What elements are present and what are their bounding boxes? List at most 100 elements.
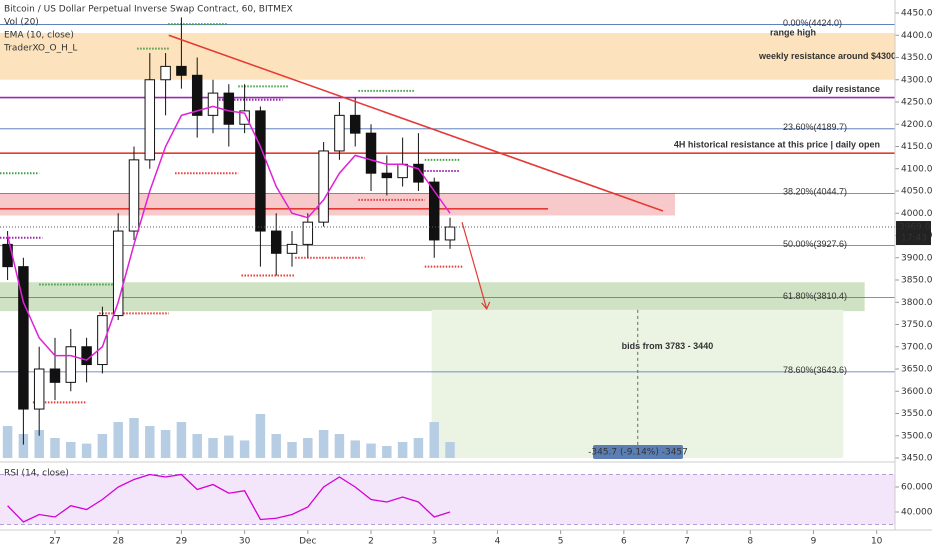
x-tick-label: 3 — [431, 537, 437, 547]
zone — [0, 33, 895, 80]
y-tick-label: 4100.0 — [901, 164, 932, 174]
arrow — [461, 221, 488, 310]
indicator-label: TraderXO_O_H_L — [3, 44, 77, 54]
y-tick-label: 3550.0 — [901, 409, 932, 419]
x-tick-label: 2 — [368, 537, 374, 547]
y-tick-label: 4200.0 — [901, 120, 932, 130]
y-tick-label: 3650.0 — [901, 365, 932, 375]
candle-body — [318, 150, 329, 223]
y-tick-label: 4400.0 — [901, 31, 932, 41]
volume-bar — [192, 434, 202, 458]
volume-bar — [334, 434, 345, 458]
y-tick-label: 4350.0 — [901, 53, 932, 63]
indicator-label: EMA (10, close) — [4, 31, 74, 41]
rsi-line — [7, 473, 451, 523]
fib-label: 50.00%(3927.6) — [783, 239, 847, 249]
y-tick-label: 4250.0 — [901, 98, 932, 108]
zone — [0, 193, 676, 216]
measure-label: -345.7 (-9.14%) -3457 — [588, 448, 688, 458]
candle-body — [365, 132, 377, 174]
x-tick-label: 30 — [239, 537, 251, 547]
volume-bar — [18, 434, 29, 458]
x-tick-label: 8 — [747, 537, 753, 547]
x-tick-label: 6 — [621, 537, 627, 547]
x-tick-label: 4 — [495, 537, 501, 547]
volume-bar — [224, 435, 234, 458]
zone-label: bids from 3783 - 3440 — [622, 341, 714, 351]
indicator-label: Vol (20) — [4, 18, 39, 28]
x-tick-label: 29 — [176, 537, 188, 547]
volume-bar — [318, 430, 329, 458]
candle-body — [223, 92, 235, 125]
volume-bar — [303, 438, 313, 458]
candle-body — [112, 230, 124, 317]
candle-body — [286, 243, 298, 254]
rsi-tick-label: 40.0000 — [901, 508, 932, 518]
x-tick-label: 28 — [112, 537, 124, 547]
volume-bar — [208, 438, 218, 458]
volume-bar — [34, 430, 44, 458]
candle-body — [381, 172, 393, 179]
candle-body — [18, 266, 29, 410]
x-tick-label: 27 — [49, 537, 60, 547]
volume-bar — [129, 418, 139, 458]
volume-bar — [271, 434, 281, 458]
fib-label: 78.60%(3643.6) — [783, 365, 847, 375]
y-tick-label: 3700.0 — [901, 342, 932, 352]
x-tick-label: 7 — [684, 537, 690, 547]
volume-bar — [145, 426, 155, 458]
candle-body — [144, 79, 156, 161]
x-tick-label: 10 — [871, 537, 883, 547]
measure-box — [593, 445, 683, 459]
horizontal-line-label: 4H historical resistance at this price |… — [674, 140, 880, 150]
candle-body — [207, 92, 219, 116]
y-tick-label: 4450.0 — [901, 9, 932, 19]
volume-bar — [160, 430, 171, 458]
y-tick-label: 3800.0 — [901, 298, 932, 308]
volume-bar — [429, 422, 439, 458]
volume-bar — [50, 438, 60, 458]
candle-body — [81, 346, 92, 366]
y-tick-label: 4050.0 — [901, 187, 932, 197]
candle-body — [176, 65, 187, 76]
y-tick-label: 3850.0 — [901, 276, 932, 286]
volume-bar — [350, 440, 360, 458]
x-tick-label: 5 — [558, 537, 564, 547]
y-tick-label: 3450.0 — [901, 454, 932, 464]
volume-bar — [397, 442, 408, 458]
volume-bar — [176, 422, 187, 458]
candle-body — [191, 74, 203, 116]
current-price-label: 3969.0 — [899, 223, 931, 233]
candle-body — [239, 110, 250, 125]
candle-body — [302, 221, 314, 245]
candle-body — [444, 226, 456, 241]
volume-bar — [97, 434, 108, 458]
volume-bar — [445, 442, 455, 458]
y-tick-label: 3600.0 — [901, 387, 932, 397]
fib-label: 23.60%(4189.7) — [783, 122, 847, 132]
x-tick-label: Dec — [299, 537, 316, 547]
zone — [0, 282, 865, 312]
candle-body — [397, 163, 408, 179]
candle-body — [49, 368, 61, 383]
range-high-label: range high — [770, 27, 816, 37]
volume-bar — [2, 426, 13, 458]
candle-body — [65, 346, 77, 383]
fib-label: 61.80%(3810.4) — [783, 291, 847, 301]
y-tick-label: 4150.0 — [901, 142, 932, 152]
volume-bar — [413, 438, 424, 458]
x-tick-label: 9 — [811, 537, 817, 547]
candle-body — [97, 315, 108, 366]
arrow-head — [481, 301, 491, 311]
candle-body — [160, 65, 171, 81]
volume-bar — [382, 446, 392, 458]
countdown: 17:43 — [901, 234, 927, 244]
volume-bar — [66, 442, 76, 458]
candle-body — [33, 368, 45, 410]
volume-bar — [81, 443, 92, 458]
y-tick-label: 3750.0 — [901, 320, 932, 330]
volume-bar — [113, 422, 123, 458]
volume-bar — [287, 442, 297, 458]
volume-bar — [255, 414, 266, 458]
